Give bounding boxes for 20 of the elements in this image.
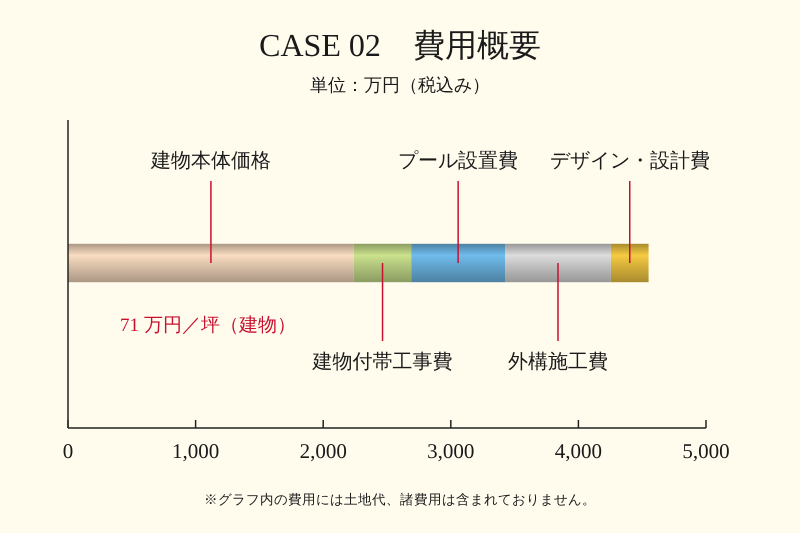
bar xyxy=(411,244,506,282)
x-tick-label: 1,000 xyxy=(172,439,220,463)
bar xyxy=(68,244,354,282)
x-tick-label: 2,000 xyxy=(300,439,347,463)
bar xyxy=(354,244,412,282)
x-tick-label: 4,000 xyxy=(554,439,602,463)
x-tick-label: 0 xyxy=(62,439,74,463)
text: 建物本体価格 xyxy=(150,150,271,172)
text: デザイン・設計費 xyxy=(550,150,710,172)
text: プール設置費 xyxy=(398,150,518,172)
chart-title: CASE 02 費用概要 xyxy=(259,27,541,63)
annotation: 71 万円／坪（建物） xyxy=(120,315,296,336)
bar xyxy=(505,244,611,282)
text: 外構施工費 xyxy=(508,351,608,373)
text: ※グラフ内の費用には土地代、諸費用は含まれておりません。 xyxy=(204,492,596,507)
x-tick-label: 5,000 xyxy=(682,439,730,463)
x-tick-label: 3,000 xyxy=(427,439,474,463)
chart-subtitle: 単位：万円（税込み） xyxy=(310,75,490,95)
bar xyxy=(610,244,649,282)
text: 建物付帯工事費 xyxy=(312,351,453,373)
